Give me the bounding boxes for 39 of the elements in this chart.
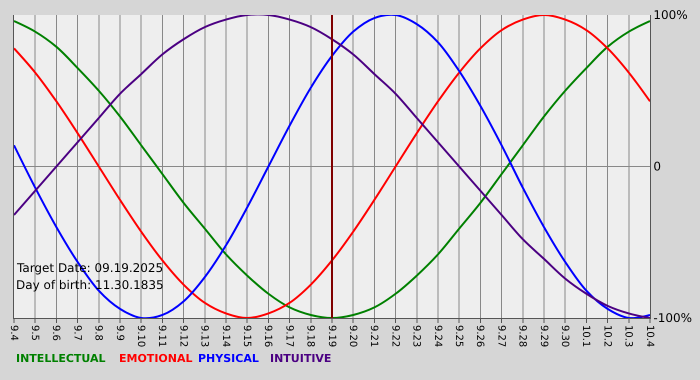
x-tick-label: 9.8 bbox=[92, 325, 104, 341]
x-tick-label: 9.14 bbox=[220, 325, 231, 348]
y-tick-label: 0 bbox=[653, 160, 662, 174]
x-tick-label: 9.13 bbox=[198, 325, 210, 348]
x-tick-label: 9.12 bbox=[177, 325, 188, 348]
x-tick-label: 9.18 bbox=[304, 325, 316, 348]
x-tick-label: 9.26 bbox=[474, 325, 486, 348]
y-tick-label: 100% bbox=[653, 8, 688, 22]
annotation: Day of birth: 11.30.1835 bbox=[16, 278, 164, 292]
text: INTELLECTUAL bbox=[16, 352, 106, 365]
x-tick-label: 9.19 bbox=[326, 325, 337, 348]
x-tick-label: 9.6 bbox=[50, 325, 62, 341]
x-tick-label: 9.16 bbox=[262, 325, 274, 348]
x-tick-label: 10.3 bbox=[622, 325, 634, 348]
x-tick-label: 9.9 bbox=[114, 325, 125, 341]
text: INTUITIVE bbox=[270, 352, 332, 365]
x-tick-label: 9.28 bbox=[516, 325, 528, 348]
x-tick-label: 9.23 bbox=[410, 325, 422, 348]
x-tick-label: 9.30 bbox=[558, 325, 570, 348]
x-tick-label: 9.25 bbox=[452, 325, 464, 348]
x-tick-label: 9.17 bbox=[283, 325, 294, 348]
x-tick-label: 9.22 bbox=[389, 325, 400, 348]
text: EMOTIONAL bbox=[119, 352, 192, 365]
x-tick-label: 9.15 bbox=[240, 325, 252, 348]
x-tick-label: 9.5 bbox=[28, 325, 40, 341]
x-tick-label: 9.20 bbox=[346, 325, 358, 348]
x-tick-label: 9.7 bbox=[71, 325, 82, 341]
x-tick-label: 9.21 bbox=[368, 325, 380, 348]
x-tick-label: 9.11 bbox=[156, 325, 168, 348]
x-tick-label: 9.10 bbox=[134, 325, 146, 348]
x-tick-label: 9.27 bbox=[495, 325, 506, 348]
y-tick-label: -100% bbox=[653, 311, 692, 326]
x-tick-label: 9.29 bbox=[538, 325, 549, 348]
x-tick-label: 10.2 bbox=[601, 325, 612, 348]
text: PHYSICAL bbox=[198, 352, 259, 365]
x-tick-label: 9.4 bbox=[8, 325, 19, 341]
x-tick-label: 9.24 bbox=[432, 325, 443, 348]
x-tick-label: 10.1 bbox=[580, 325, 592, 348]
x-tick-label: 10.4 bbox=[644, 325, 655, 348]
